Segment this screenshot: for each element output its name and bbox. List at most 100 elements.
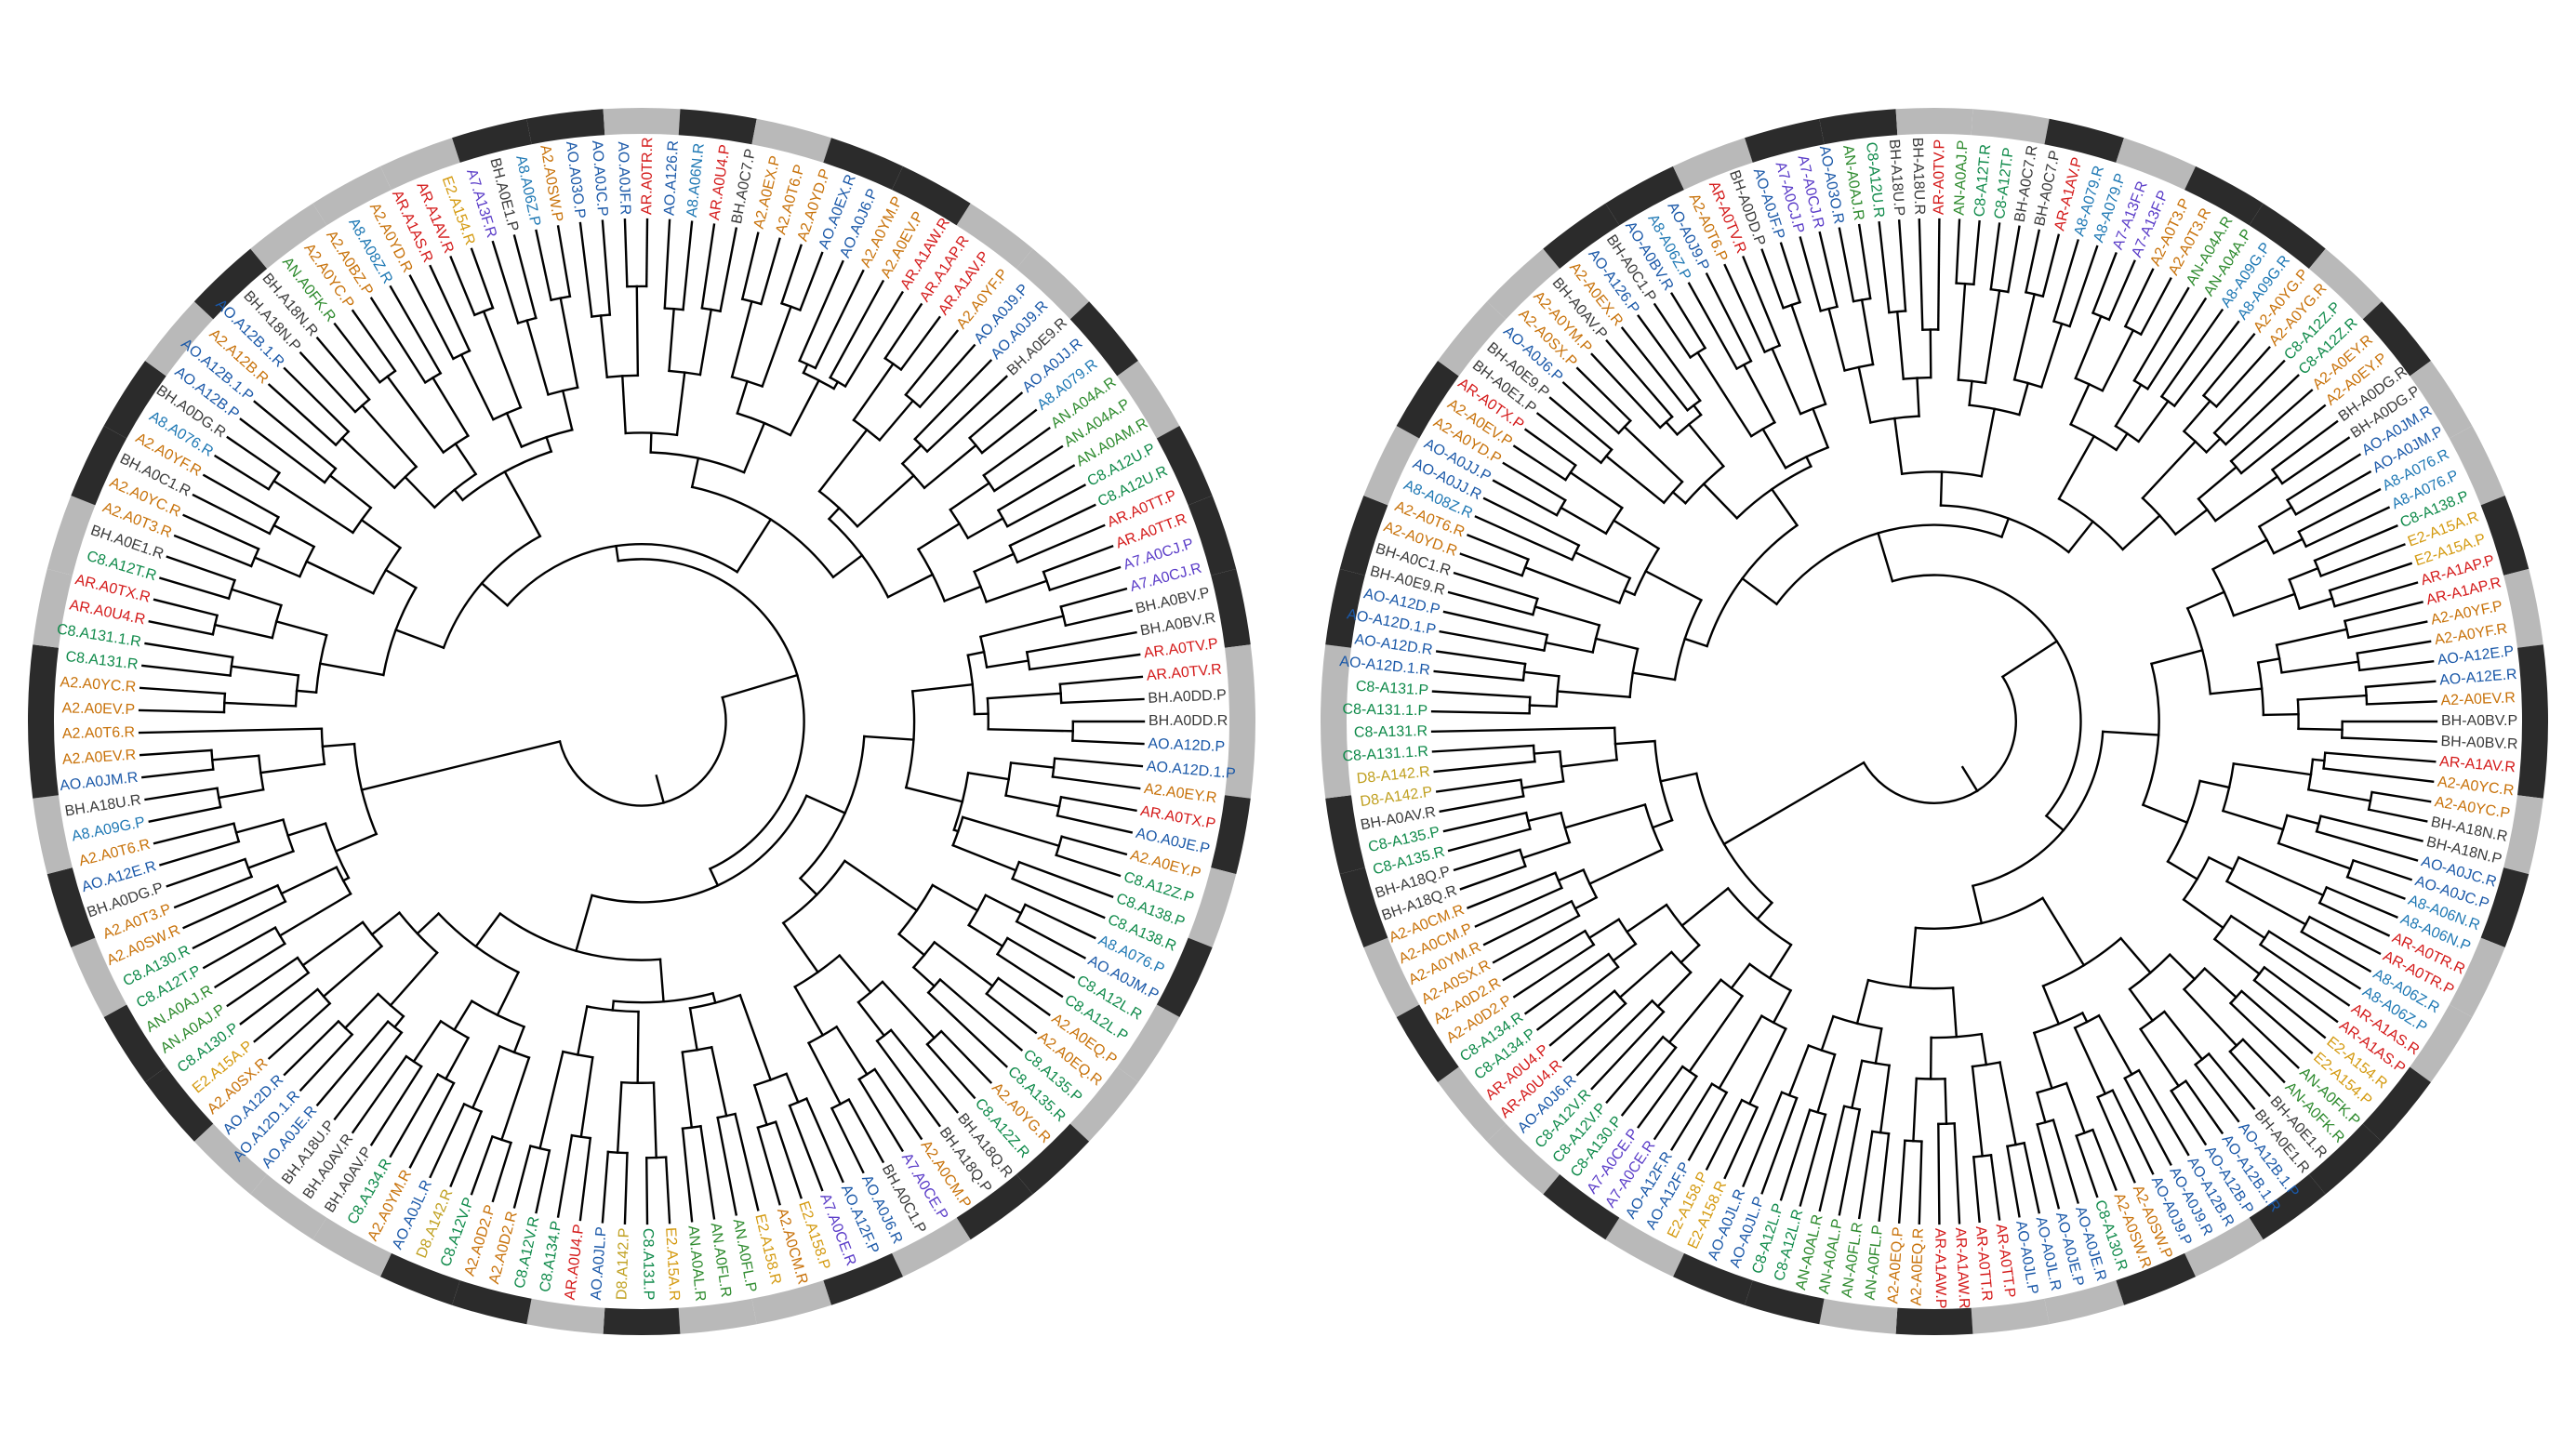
leaf-label: AR-A1AW.P [1932, 1228, 1948, 1309]
ring-segment [2184, 1217, 2264, 1278]
leaf-label: AR-A0TV.P [1932, 139, 1948, 215]
ring-segment [956, 203, 1033, 270]
ring-segment [2184, 165, 2264, 226]
ring-segment [892, 165, 971, 226]
ring-segment [46, 867, 96, 947]
leaf-label: BH.A0DD.P [1148, 687, 1227, 707]
ring-segment [1819, 1298, 1898, 1334]
ring-segment [2503, 795, 2543, 875]
ring-segment [1396, 1004, 1459, 1082]
ring-segment [312, 1217, 392, 1278]
ring-segment [603, 1307, 681, 1335]
ring-segment [2449, 937, 2505, 1017]
ring-segment [2362, 301, 2431, 377]
ring-segment [1745, 1280, 1825, 1325]
leaf-label: C8.A134.P [538, 1220, 565, 1293]
leaf-label: AR.A0TR.R [639, 137, 656, 215]
ring-segment [2517, 722, 2548, 799]
ring-segment [1339, 496, 1388, 576]
leaf-label: C8.A131.P [640, 1228, 657, 1301]
ring-segment [1971, 1298, 2050, 1334]
ring-segment [250, 1173, 327, 1240]
ring-segment [751, 1280, 831, 1325]
leaf-label: AR.A0U4.P [563, 1224, 588, 1301]
ring-segment [1188, 867, 1237, 947]
ring-segment [526, 1298, 605, 1334]
ring-segment [1363, 937, 1420, 1017]
leaf-label: C8-A131.1.P [1342, 701, 1427, 719]
ring-segment [1156, 426, 1213, 506]
leaf-label: BH-A0BV.P [2441, 713, 2517, 729]
ring-segment [2503, 568, 2543, 648]
ring-segment [2308, 1123, 2383, 1195]
leaf-label: AO-A12D.1.R [1339, 654, 1431, 679]
ring-segment [46, 496, 96, 576]
ring-segment [2249, 1173, 2326, 1240]
ring-segment [1895, 107, 1973, 136]
leaf-label: AO-A12E.R [2439, 667, 2518, 689]
ring-segment [193, 248, 268, 320]
ring-segment [1188, 496, 1237, 576]
ring-segment [751, 118, 831, 163]
ring-segment [33, 795, 73, 875]
leaf-label: AR-A0TT.R [1972, 1225, 1995, 1302]
ring-segment [103, 361, 166, 439]
leaf-label: AO-A12E.P [2437, 643, 2515, 669]
ring-segment [823, 1252, 904, 1305]
leaf-label: C8.A131.1.R [56, 621, 142, 650]
leaf-label: A2.A0T6.R [62, 724, 136, 742]
ring-segment [312, 165, 392, 226]
ring-segment [1321, 722, 1351, 799]
ring-segment [1672, 138, 1753, 191]
leaf-label: C8-A131.P [1355, 679, 1428, 699]
leaf-label: AR.A0U4.P [707, 143, 734, 220]
ring-segment [1605, 1217, 1684, 1278]
leaf-label: AO.A0JL.P [589, 1226, 610, 1301]
ring-segment [145, 1066, 214, 1142]
ring-segment [1745, 118, 1825, 163]
ring-segment [2249, 203, 2326, 270]
ring-segment [1211, 568, 1251, 648]
ring-segment [1117, 361, 1180, 439]
ring-segment [1325, 568, 1365, 648]
sample-type-ring [1321, 107, 2548, 1335]
tree-branches [138, 218, 1146, 1225]
ring-segment [2308, 248, 2383, 320]
leaf-label: C8-A12T.R [1972, 143, 1994, 217]
leaf-label: BH-A18U.R [1909, 137, 1928, 215]
ring-segment [1438, 301, 1507, 377]
leaf-label: AO.A126.R [662, 140, 682, 217]
ring-segment [145, 301, 214, 377]
ring-segment [1225, 644, 1255, 722]
leaf-label: BH.A18U.R [64, 792, 142, 820]
leaf-labels: A2.A0EV.P A2.A0YC.RC8.A131.RC8.A131.1.R AR… [56, 137, 1236, 1302]
leaf-label: BH-A0BV.R [2440, 734, 2518, 752]
leaf-label: AR-A1AW.R [1952, 1227, 1972, 1309]
ring-segment [678, 109, 757, 145]
ring-segment [526, 109, 605, 145]
ring-segment [1486, 248, 1560, 320]
ring-segment [956, 1173, 1033, 1240]
ring-segment [103, 1004, 166, 1082]
leaf-label: BH.A0DD.R [1149, 713, 1228, 729]
leaf-label: AO.A0JF.R [615, 141, 633, 216]
ring-segment [1339, 867, 1388, 947]
ring-segment [1363, 426, 1420, 506]
leaf-label: AR.A0TV.P [1143, 636, 1219, 662]
leaf-label: AO.A03O.P [563, 140, 588, 219]
ring-segment [1016, 1123, 1090, 1195]
ring-segment [1396, 361, 1459, 439]
ring-segment [1225, 722, 1255, 799]
ring-segment [1543, 203, 1620, 270]
leaf-label: AR-A0TT.P [1993, 1223, 2018, 1299]
leaf-label: A2-A0EQ.R [1908, 1227, 1927, 1305]
circular-dendrogram-left: A2.A0EV.P A2.A0YC.RC8.A131.RC8.A131.1.R AR… [28, 108, 1255, 1335]
leaf-label: BH.A0BV.R [1139, 610, 1217, 639]
ring-segment [1895, 1307, 1973, 1335]
ring-segment [2362, 1066, 2431, 1142]
ring-segment [1819, 109, 1898, 145]
ring-segment [2044, 118, 2124, 163]
leaf-label: AN.A0FL.P [730, 1218, 760, 1294]
ring-segment [2480, 496, 2530, 576]
ring-segment [452, 118, 532, 163]
